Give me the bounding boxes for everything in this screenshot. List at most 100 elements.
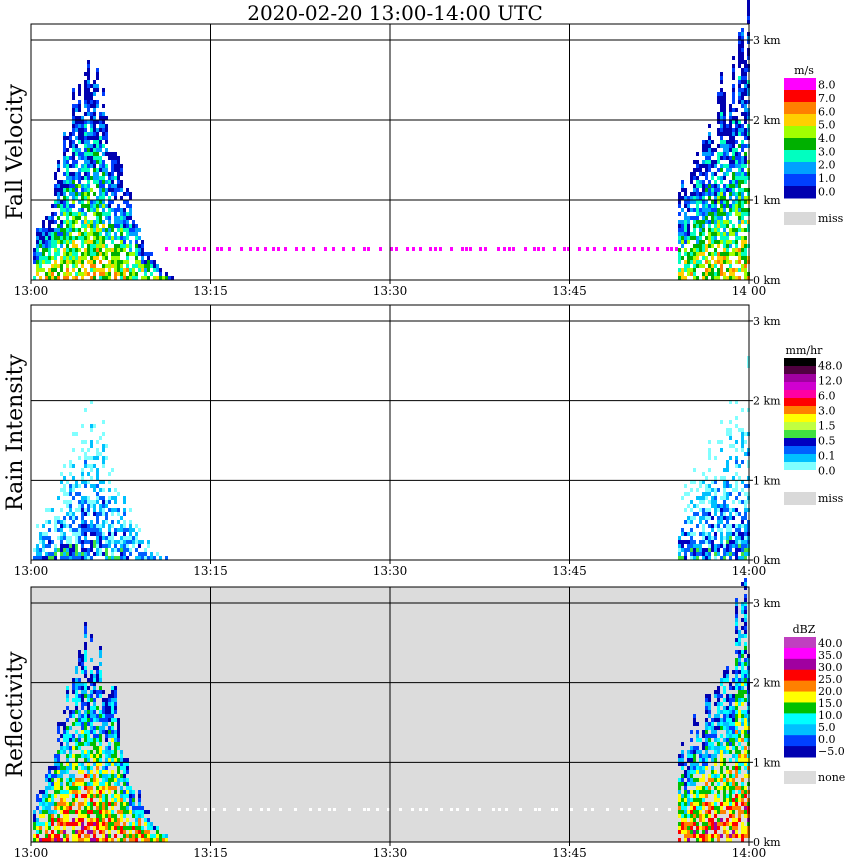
echo-cell (51, 838, 54, 842)
echo-cell (63, 766, 66, 770)
echo-cell (699, 212, 702, 216)
echo-cell (57, 782, 60, 786)
echo-cell (105, 540, 108, 544)
echo-cell (696, 188, 699, 192)
echo-cell (690, 548, 693, 552)
echo-cell (93, 504, 96, 508)
echo-cell (729, 400, 732, 404)
echo-cell (72, 448, 75, 452)
echo-cell (684, 548, 687, 552)
echo-cell (60, 818, 63, 822)
echo-cell (744, 730, 747, 734)
echo-cell (84, 786, 87, 790)
echo-cell (717, 746, 720, 750)
echo-cell (711, 516, 714, 520)
echo-cell (114, 476, 117, 480)
echo-cell (123, 200, 126, 204)
echo-cell (129, 826, 132, 830)
echo-cell (84, 128, 87, 132)
echo-cell (699, 802, 702, 806)
echo-cell (684, 212, 687, 216)
echo-cell (732, 96, 735, 100)
echo-cell (684, 826, 687, 830)
echo-cell (147, 556, 150, 560)
echo-cell (51, 268, 54, 272)
echo-cell (720, 512, 723, 516)
echo-cell (135, 540, 138, 544)
echo-cell (96, 208, 99, 212)
echo-cell (69, 192, 72, 196)
echo-cell (690, 750, 693, 754)
echo-cell (96, 452, 99, 456)
echo-cell (75, 516, 78, 520)
echo-cell (714, 436, 717, 440)
echo-cell (87, 548, 90, 552)
echo-cell (738, 694, 741, 698)
echo-cell (42, 268, 45, 272)
echo-cell (105, 420, 108, 424)
echo-cell (84, 742, 87, 746)
echo-cell (99, 654, 102, 658)
echo-cell (132, 524, 135, 528)
echo-cell (693, 468, 696, 472)
echo-cell (714, 762, 717, 766)
echo-cell (708, 164, 711, 168)
echo-cell (84, 520, 87, 524)
echo-cell (78, 248, 81, 252)
echo-cell (711, 726, 714, 730)
echo-cell (744, 472, 747, 476)
echo-cell (711, 160, 714, 164)
echo-cell (738, 516, 741, 520)
echo-cell (702, 528, 705, 532)
echo-cell (156, 830, 159, 834)
echo-cell (129, 244, 132, 248)
echo-cell (57, 192, 60, 196)
echo-cell (720, 164, 723, 168)
echo-cell (729, 698, 732, 702)
echo-cell (81, 260, 84, 264)
echo-cell (63, 710, 66, 714)
echo-cell (720, 136, 723, 140)
echo-cell (696, 480, 699, 484)
echo-cell (96, 536, 99, 540)
echo-cell (681, 532, 684, 536)
echo-cell (87, 444, 90, 448)
echo-cell (126, 500, 129, 504)
echo-cell (705, 200, 708, 204)
echo-cell (90, 806, 93, 810)
echo-cell (720, 144, 723, 148)
echo-cell (54, 766, 57, 770)
echo-cell (87, 754, 90, 758)
echo-cell (48, 810, 51, 814)
echo-cell (141, 810, 144, 814)
echo-cell (732, 144, 735, 148)
echo-cell (57, 240, 60, 244)
echo-cell (717, 782, 720, 786)
echo-cell (711, 240, 714, 244)
echo-cell (102, 396, 105, 400)
echo-cell (147, 256, 150, 260)
echo-cell (54, 552, 57, 556)
echo-cell (708, 208, 711, 212)
echo-cell (102, 798, 105, 802)
echo-cell (114, 244, 117, 248)
echo-cell (36, 794, 39, 798)
echo-cell (741, 28, 744, 32)
echo-cell (723, 140, 726, 144)
echo-cell (93, 794, 96, 798)
echo-cell (723, 802, 726, 806)
echo-cell (63, 184, 66, 188)
echo-cell (693, 770, 696, 774)
echo-cell (690, 460, 693, 464)
echo-cell (450, 247, 453, 251)
echo-cell (114, 176, 117, 180)
echo-cell (102, 782, 105, 786)
echo-cell (69, 710, 72, 714)
echo-cell (114, 432, 117, 436)
echo-cell (627, 247, 630, 251)
echo-cell (720, 722, 723, 726)
echo-cell (72, 544, 75, 548)
echo-cell (732, 552, 735, 556)
echo-cell (729, 536, 732, 540)
echo-cell (684, 802, 687, 806)
